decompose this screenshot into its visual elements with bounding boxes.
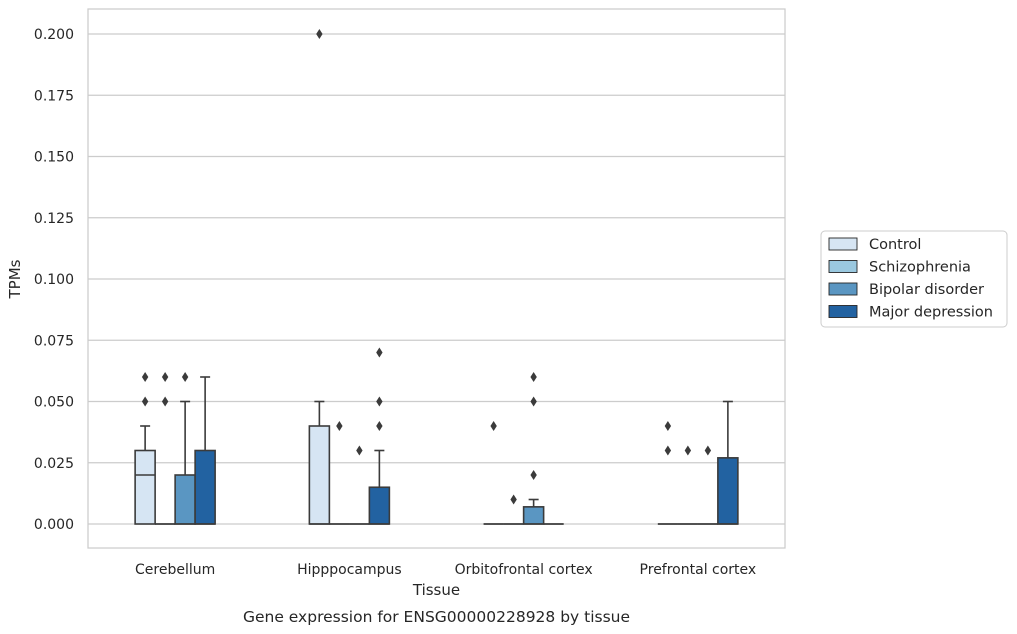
x-tick-label: Hipppocampus [297, 562, 402, 578]
x-axis-label: Tissue [412, 581, 460, 599]
box-3-1 [677, 445, 698, 525]
outlier-point [181, 372, 189, 382]
box-1-3 [368, 347, 391, 525]
box-1-2 [349, 445, 370, 525]
legend: Control Schizophrenia Bipolar disorder Majo… [820, 230, 1008, 328]
box-body [194, 449, 216, 525]
x-tick-label: Cerebellum [135, 562, 215, 578]
legend-swatch [828, 282, 858, 296]
legend-items: Control Schizophrenia Bipolar disorder Majo… [828, 237, 993, 321]
x-tick-labels: Cerebellum Hipppocampus Orbitofrontal cort… [135, 562, 756, 578]
box-body [717, 457, 739, 525]
legend-swatch [828, 305, 858, 318]
box-0-2 [174, 372, 196, 525]
outlier-point [161, 372, 169, 382]
outlier-point [141, 372, 149, 382]
outlier-point [490, 421, 497, 431]
box-0-1 [155, 372, 176, 525]
box-0-3 [194, 376, 216, 525]
box-body [134, 449, 156, 525]
outlier-point [684, 445, 692, 456]
box-body [308, 425, 331, 525]
x-tick-label: Orbitofrontal cortex [455, 562, 593, 578]
outlier-point [664, 445, 672, 456]
box-3-2 [697, 445, 718, 525]
y-tick-label: 0.000 [34, 517, 74, 533]
y-tick-label: 0.200 [34, 27, 74, 43]
box-3-3 [717, 400, 739, 525]
outlier-point [376, 347, 383, 358]
legend-swatch [828, 260, 858, 273]
box-body [522, 506, 545, 525]
outlier-point [336, 421, 343, 431]
box-2-1 [503, 494, 524, 525]
outlier-point [376, 396, 383, 407]
outlier-point [376, 421, 383, 431]
box-3-0 [657, 421, 678, 525]
box-1-1 [329, 421, 350, 525]
outlier-point [530, 396, 537, 407]
legend-swatch [828, 237, 858, 251]
x-tick-label: Prefrontal cortex [640, 562, 757, 578]
outlier-point [510, 494, 517, 505]
outlier-point [161, 396, 169, 407]
legend-label: Control [869, 237, 921, 253]
y-tick-labels: 0.000 0.025 0.050 0.075 0.100 0.125 0.150 0.175… [34, 27, 74, 533]
plot-frame [87, 8, 786, 549]
box-0-0 [134, 372, 156, 525]
box-1-0 [308, 29, 331, 525]
box-series [134, 29, 739, 525]
box-body [174, 474, 196, 525]
box-2-2 [522, 372, 545, 525]
outlier-point [664, 421, 672, 431]
y-tick-label: 0.125 [34, 211, 74, 227]
outlier-point [316, 29, 323, 39]
legend-label: Schizophrenia [869, 260, 971, 276]
y-tick-label: 0.050 [34, 395, 74, 411]
y-tick-label: 0.150 [34, 150, 74, 166]
legend-frame [820, 230, 1008, 328]
box-2-0 [483, 421, 504, 525]
y-tick-label: 0.100 [34, 272, 74, 288]
legend-label: Bipolar disorder [869, 282, 984, 298]
legend-label: Major depression [869, 305, 993, 321]
y-axis-label: TPMs [6, 259, 24, 299]
outlier-point [704, 445, 712, 456]
outlier-point [530, 470, 537, 480]
box-body [368, 486, 391, 525]
y-tick-label: 0.075 [34, 333, 74, 349]
chart-caption: Gene expression for ENSG00000228928 by t… [243, 608, 630, 626]
outlier-point [141, 396, 149, 407]
y-tick-label: 0.025 [34, 456, 74, 472]
y-tick-label: 0.175 [34, 88, 74, 104]
outlier-point [530, 372, 537, 382]
outlier-point [356, 445, 363, 456]
